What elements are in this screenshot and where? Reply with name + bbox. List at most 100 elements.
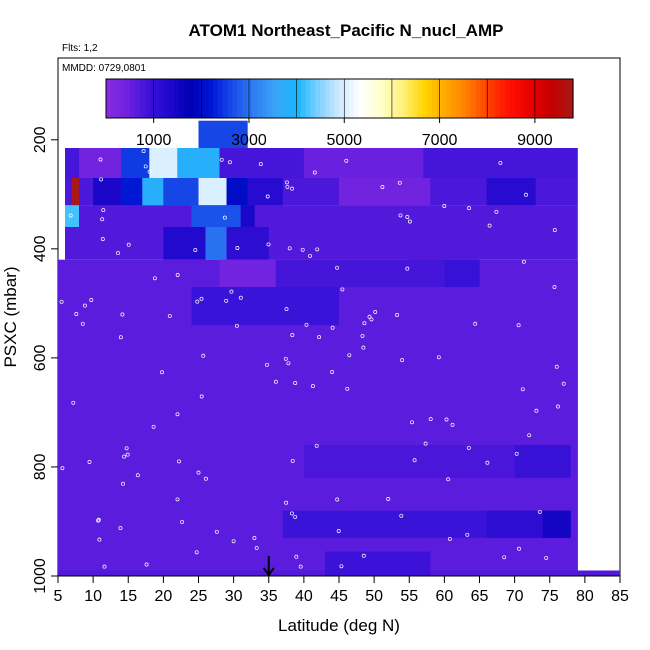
data-point <box>60 466 65 471</box>
data-point <box>287 246 292 251</box>
data-point <box>177 459 181 464</box>
heatmap-cell <box>514 445 571 478</box>
data-point <box>498 160 503 165</box>
data-point <box>444 417 449 422</box>
colorbar-segment <box>305 79 311 118</box>
data-point <box>380 185 385 189</box>
data-point <box>175 273 180 277</box>
colorbar-segment <box>110 79 117 118</box>
x-tick-label: 30 <box>225 588 243 605</box>
heatmap-cell <box>177 148 220 178</box>
heatmap-cell <box>142 178 164 206</box>
x-tick-label: 70 <box>506 588 524 605</box>
colorbar-segments <box>106 79 574 118</box>
colorbar-segment <box>358 79 365 118</box>
heatmap-cell <box>486 178 536 206</box>
colorbar-segment <box>553 79 559 118</box>
data-point <box>124 446 129 451</box>
colorbar-segment <box>534 79 540 118</box>
colorbar-segment <box>222 79 229 118</box>
date-label: MMDD: 0729,0801 <box>62 63 146 74</box>
data-point <box>74 312 79 316</box>
data-point <box>399 513 404 518</box>
data-point <box>59 299 64 304</box>
colorbar-segment <box>237 79 243 118</box>
data-point <box>258 162 263 167</box>
data-point <box>361 553 366 558</box>
colorbar-segment <box>558 79 564 118</box>
data-point <box>144 562 149 567</box>
heatmap-cell <box>226 227 269 260</box>
colorbar-segment <box>271 79 277 118</box>
colorbar-segment <box>475 79 482 118</box>
data-point <box>143 164 148 169</box>
data-point <box>227 160 232 165</box>
x-tick-label: 20 <box>154 588 172 605</box>
x-tick-label: 15 <box>119 588 137 605</box>
y-tick-label: 1000 <box>32 558 49 594</box>
data-point <box>100 217 105 222</box>
colorbar-segment <box>276 79 282 118</box>
data-point <box>265 194 270 199</box>
data-point <box>447 536 452 541</box>
data-point <box>347 353 352 358</box>
heatmap-cell <box>282 510 487 538</box>
x-tick-label: 35 <box>260 588 278 605</box>
colorbar-segment <box>431 79 438 118</box>
colorbar-segment <box>232 79 238 118</box>
x-tick-label: 5 <box>54 588 63 605</box>
data-point <box>446 477 451 482</box>
data-point <box>126 242 131 247</box>
data-point <box>201 353 206 358</box>
x-tick-label: 75 <box>541 588 559 605</box>
data-point <box>238 295 243 300</box>
heatmap-cell <box>219 259 276 287</box>
data-point <box>369 317 374 322</box>
colorbar-tick-label: 1000 <box>136 132 172 149</box>
y-tick-label: 600 <box>32 344 49 371</box>
colorbar-segment <box>344 79 350 118</box>
colorbar-tick-label: 3000 <box>231 132 267 149</box>
data-point <box>224 298 229 303</box>
data-point <box>234 323 239 328</box>
colorbar-segment <box>490 79 496 118</box>
data-point <box>121 481 125 486</box>
colorbar-segment <box>315 79 321 118</box>
colorbar-segment <box>548 79 555 118</box>
data-point <box>516 323 521 328</box>
colorbar-segment <box>227 79 234 118</box>
latitude-marker <box>262 556 275 577</box>
data-point <box>304 322 309 327</box>
data-point <box>514 451 519 456</box>
data-point <box>423 441 428 446</box>
data-point <box>487 223 492 228</box>
data-point <box>336 529 341 534</box>
data-point <box>102 564 107 569</box>
data-point <box>339 564 344 569</box>
data-point <box>229 289 234 294</box>
colorbar-ticks: 1000 3000 5000 7000 9000 <box>136 118 553 149</box>
colorbar-tick-label: 7000 <box>422 132 458 149</box>
data-point <box>405 266 410 271</box>
heatmap-cell <box>542 510 571 538</box>
colorbar-dividers <box>153 79 536 118</box>
data-point <box>96 518 101 523</box>
data-point <box>266 242 271 247</box>
data-point <box>254 545 259 550</box>
data-point <box>175 412 180 417</box>
colorbar-segment <box>159 79 165 118</box>
data-point <box>400 358 405 363</box>
data-point <box>284 500 289 505</box>
data-point <box>196 470 201 475</box>
colorbar-segment <box>568 79 574 118</box>
heatmap-cell <box>198 178 227 206</box>
data-point <box>285 184 290 189</box>
heatmap-cell <box>121 178 143 206</box>
data-point <box>203 476 208 481</box>
data-point <box>222 215 227 220</box>
data-point <box>160 370 164 375</box>
data-point <box>82 303 87 308</box>
colorbar-segment <box>461 79 467 118</box>
heatmap-cell <box>303 148 424 178</box>
